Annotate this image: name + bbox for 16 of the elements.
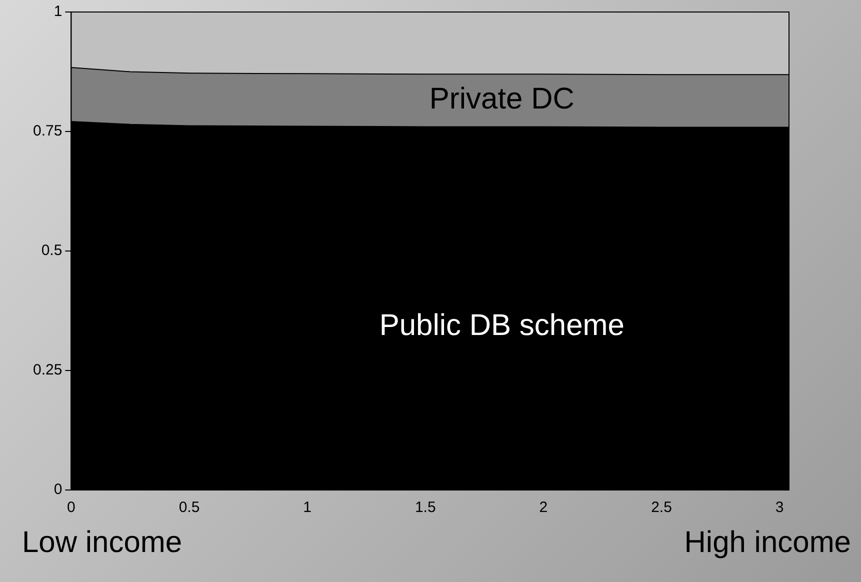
series-label: Private DC: [429, 82, 574, 116]
y-tick-label: 0.5: [41, 242, 62, 260]
x-tick-label: 0: [67, 499, 76, 516]
x-tick-label: 3: [775, 499, 784, 516]
x-tick-label: 1.5: [414, 499, 436, 516]
y-tick-label: 0: [54, 481, 62, 498]
text: Low income: [22, 526, 182, 560]
text: High income: [684, 526, 851, 560]
x-tick-label: 1: [303, 499, 312, 516]
x-tick-label: 0.5: [178, 499, 200, 516]
y-tick-label: 0.25: [32, 362, 62, 379]
x-tick-label: 2: [539, 499, 548, 516]
y-tick-label: 1: [54, 3, 62, 20]
y-tick-label: 0.75: [32, 122, 62, 140]
series-label: Public DB scheme: [379, 308, 624, 342]
x-tick-label: 2.5: [651, 499, 672, 516]
